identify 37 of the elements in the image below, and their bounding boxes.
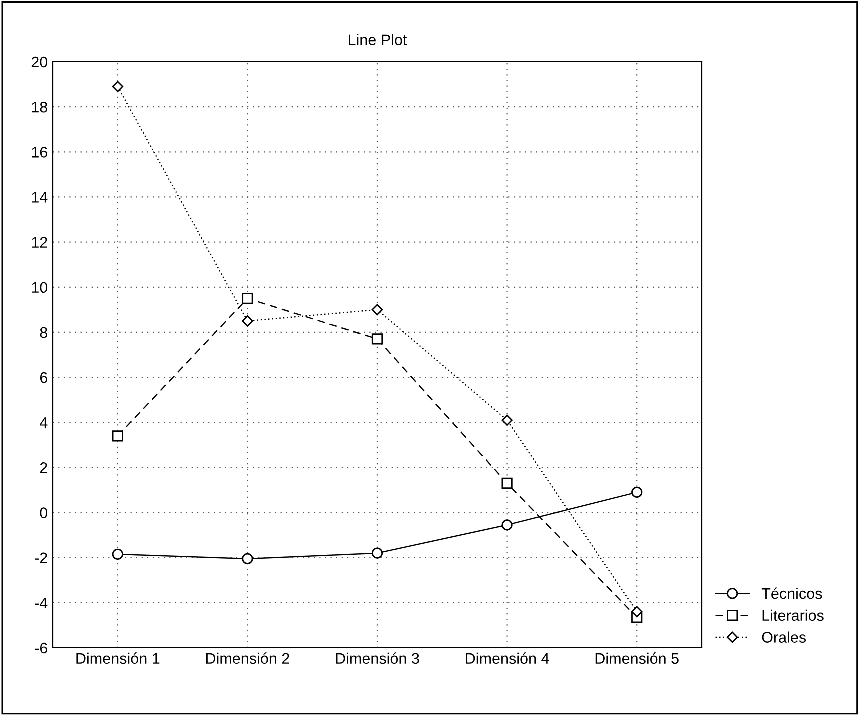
point xyxy=(242,293,254,304)
point xyxy=(112,548,124,560)
y-tick-label: 16 xyxy=(32,147,48,158)
point xyxy=(242,553,254,565)
y-tick-label: 2 xyxy=(40,462,48,474)
y-tick-label: 6 xyxy=(40,372,48,384)
point xyxy=(632,486,643,498)
point xyxy=(502,414,513,426)
legend-label: Orales xyxy=(762,632,806,643)
y-tick-label: 8 xyxy=(40,327,48,338)
y-tick-label: -4 xyxy=(35,598,48,608)
point xyxy=(502,520,513,531)
y-tick-label: 18 xyxy=(32,102,48,113)
chart-title: Line Plot xyxy=(349,34,408,46)
point xyxy=(112,81,124,92)
point xyxy=(242,316,254,327)
x-tick-label: Dimensión 3 xyxy=(336,652,420,664)
point xyxy=(372,548,384,559)
legend-label: Técnicos xyxy=(762,588,822,600)
y-tick-label: -6 xyxy=(35,642,48,654)
x-tick-label: Dimensión 1 xyxy=(76,652,160,664)
point xyxy=(112,430,124,442)
y-tick-label: 0 xyxy=(40,508,48,518)
point xyxy=(372,304,384,316)
y-tick-label: 10 xyxy=(32,282,48,294)
point xyxy=(502,478,513,490)
point xyxy=(631,606,643,618)
y-tick-label: -2 xyxy=(35,552,48,564)
y-tick-label: 14 xyxy=(32,192,48,203)
x-tick-label: Dimensión 5 xyxy=(596,652,679,664)
x-tick-label: Dimensión 4 xyxy=(466,652,550,664)
y-tick-label: 20 xyxy=(32,56,48,68)
x-tick-label: Dimensión 2 xyxy=(206,652,290,664)
y-tick-label: 4 xyxy=(40,418,48,428)
legend-label: Literarios xyxy=(762,610,824,622)
point xyxy=(372,334,384,345)
y-tick-label: 12 xyxy=(32,237,48,248)
